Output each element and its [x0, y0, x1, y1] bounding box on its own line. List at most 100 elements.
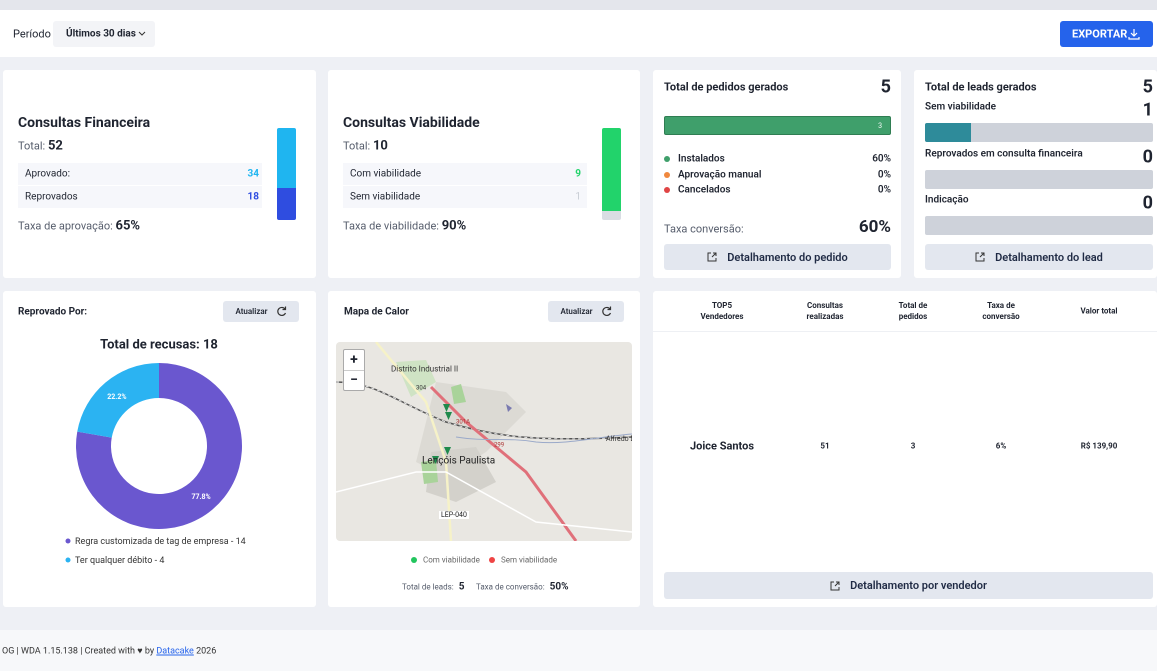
button-label: Detalhamento do lead — [995, 250, 1103, 264]
donut-slice — [75, 363, 243, 529]
legend-value: 60% — [872, 153, 891, 165]
refresh-button[interactable]: Atualizar — [548, 301, 624, 322]
footer: OG | WDA 1.15.138 | Created with ♥ by Da… — [0, 630, 1157, 671]
detail-button[interactable]: Detalhamento do pedido — [664, 244, 891, 270]
zoom-out[interactable]: − — [350, 372, 358, 388]
footer-year: 2026 — [196, 646, 217, 657]
donut-slice — [77, 363, 159, 438]
row-label: Com viabilidade — [350, 168, 422, 180]
map-layer — [336, 342, 632, 541]
card-vendedores: TOP5 Vendedores Consultas realizadas Total… — [653, 291, 1157, 607]
period-dropdown[interactable]: Últimos 30 dias — [53, 21, 155, 47]
card-title: Consultas Financeira — [18, 115, 151, 131]
button-label: Detalhamento por vendedor — [850, 579, 987, 592]
card-mapa: Mapa de Calor Atualizar Distrito Industr… — [328, 291, 640, 607]
detail-button[interactable]: Detalhamento do lead — [925, 244, 1153, 270]
rate-value: 65% — [115, 218, 141, 234]
table-cell: R$ 139,90 — [1080, 441, 1118, 451]
total-value: 5 — [880, 76, 891, 98]
card-reprovado: Reprovado Por: Atualizar Total de recusa… — [3, 291, 316, 607]
column-header: Valor total — [1080, 306, 1118, 316]
pedidos-bar: 3 — [664, 116, 891, 135]
total-label: Total de recusas: — [100, 337, 200, 353]
rate-label: Taxa de aprovação: — [18, 219, 113, 233]
total-label: Total: — [18, 139, 46, 153]
map-place: Lençóis Paulista — [422, 455, 496, 467]
total-label: Total: — [343, 139, 371, 153]
refresh-button[interactable]: Atualizar — [223, 301, 299, 322]
map: Distrito Industrial II Lençóis Paulista … — [336, 342, 632, 541]
rate-label: Taxa de viabilidade: — [343, 219, 439, 233]
total-value: 52 — [47, 138, 63, 154]
external-icon — [975, 252, 985, 262]
row-bg — [18, 186, 262, 208]
total-value: 10 — [372, 138, 388, 154]
card-title: Consultas Viabilidade — [343, 115, 480, 131]
table-cell: 3 — [910, 441, 916, 451]
external-icon — [707, 252, 717, 262]
card-financeira: Consultas Financeira Total: 52 Aprovado:… — [3, 70, 316, 278]
bar-label: 3 — [878, 122, 882, 130]
bar-track — [925, 123, 1153, 142]
gauge-segment — [602, 128, 621, 211]
rate-value: 90% — [441, 218, 467, 234]
legend-dot — [664, 187, 670, 193]
dropdown-value: Últimos 30 dias — [66, 28, 136, 40]
button-label: Atualizar — [235, 307, 268, 316]
map-place: 299 — [494, 441, 505, 449]
refresh-icon — [276, 306, 286, 317]
slice-label: 77.8% — [191, 493, 210, 501]
gauge-segment — [602, 210, 621, 220]
top-strip — [0, 0, 1157, 10]
column-header: Taxa de conversão — [982, 301, 1020, 321]
row-value: 9 — [575, 168, 581, 180]
export-button[interactable]: EXPORTAR — [1060, 21, 1153, 47]
chevron-icon — [138, 31, 146, 36]
legend-dot — [411, 557, 417, 563]
table-cell: Joice Santos — [690, 439, 754, 453]
bar-track — [925, 216, 1153, 235]
donut-chart: 77.8% Regra customizada de tag de empresa… — [65, 363, 246, 566]
footer-link[interactable]: Datacake — [156, 646, 194, 657]
legend-dot — [65, 557, 71, 563]
row-bg — [343, 186, 587, 208]
legend-label: Aprovação manual — [678, 169, 762, 180]
rate-value: 60% — [858, 217, 891, 237]
row-bg — [343, 163, 587, 185]
legend-value: 0% — [877, 184, 891, 196]
row-bg — [18, 163, 262, 185]
map-place: 301A — [456, 418, 471, 426]
row-value: 1 — [575, 191, 581, 203]
row-label: Reprovados — [25, 191, 78, 203]
column-header: TOP5 Vendedores — [700, 301, 744, 321]
legend-label: Instalados — [678, 153, 725, 165]
gauge — [277, 128, 296, 220]
total-value: 18 — [202, 337, 218, 353]
export-label: EXPORTAR — [1072, 27, 1128, 41]
total-value: 5 — [1142, 76, 1153, 98]
card-pedidos: Total de pedidos gerados 5 3 Instalados 6… — [653, 70, 901, 278]
button-label: Atualizar — [560, 307, 593, 316]
legend-label: Com viabilidade — [423, 555, 480, 565]
column-header: Total de pedidos — [898, 301, 928, 321]
card-title: Reprovado Por: — [18, 306, 88, 318]
rate-label: Taxa de conversão: — [476, 582, 545, 592]
bar-track — [925, 169, 1153, 189]
card-viabilidade: Consultas Viabilidade Total: 10 Com viab… — [328, 70, 640, 278]
detail-button[interactable]: Detalhamento por vendedor — [664, 572, 1153, 599]
gauge-segment — [277, 128, 296, 189]
table-cell: 51 — [820, 441, 830, 451]
map-place: Distrito Industrial II — [391, 364, 459, 374]
zoom-in[interactable]: + — [350, 352, 358, 368]
legend-label: Cancelados — [678, 184, 731, 196]
card-leads: Total de leads gerados 5 Sem viabilidade… — [914, 70, 1157, 278]
legend-dot — [664, 171, 670, 178]
filter-bar: Período Últimos 30 dias EXPORTAR — [0, 10, 1157, 57]
map-place: Alfredo D — [606, 435, 632, 443]
leads-value: 5 — [458, 581, 465, 593]
filter-label: Período — [13, 27, 51, 41]
row-value: 1 — [1142, 99, 1153, 121]
gauge-segment — [277, 188, 296, 220]
row-label: Sem viabilidade — [925, 101, 997, 113]
